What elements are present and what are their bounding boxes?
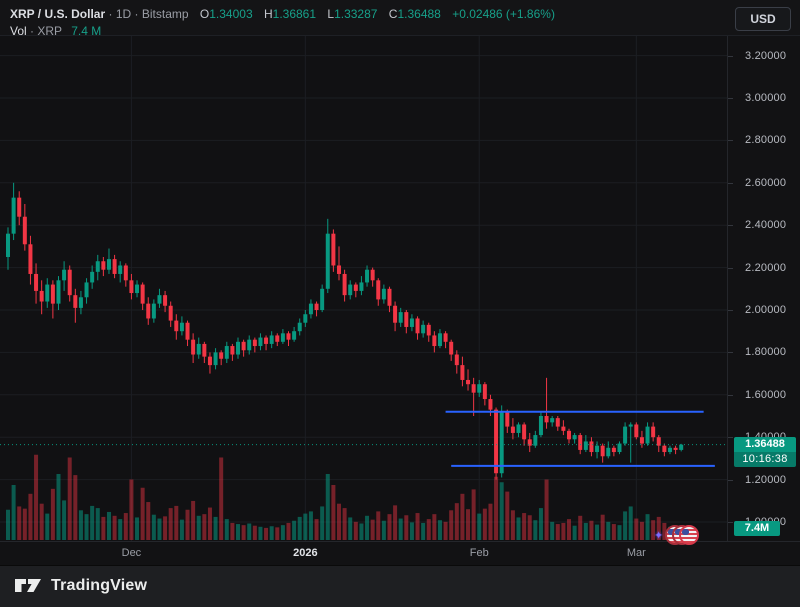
last-price-badge: 1.36488 10:16:38 <box>734 436 796 467</box>
currency-toggle-button[interactable]: USD <box>735 7 791 31</box>
close-value: 1.36488 <box>397 7 441 21</box>
tradingview-wordmark: TradingView <box>51 577 148 594</box>
price-axis-tick <box>728 352 733 354</box>
price-axis-tick <box>728 267 733 269</box>
price-axis-label: 3.20000 <box>745 49 787 62</box>
time-axis-label: Dec <box>121 547 142 559</box>
price-axis-label: 2.40000 <box>745 219 787 232</box>
time-axis-label: Mar <box>626 547 646 559</box>
price-axis-tick <box>728 522 733 523</box>
price-axis-tick <box>728 225 733 227</box>
separator-dot: · <box>30 24 35 38</box>
volume-indicator-label[interactable]: Vol <box>10 24 27 38</box>
candles <box>6 182 684 480</box>
tradingview-logo-icon <box>15 579 41 592</box>
price-axis-tick <box>728 310 733 311</box>
price-axis-label: 2.60000 <box>745 176 787 189</box>
price-axis-label: 1.20000 <box>745 473 787 486</box>
candlestick-plot[interactable] <box>0 0 727 541</box>
change-value: +0.02486 (+1.86%) <box>452 7 555 21</box>
price-axis-label: 1.80000 <box>745 346 787 359</box>
tradingview-logo[interactable]: TradingView <box>14 576 147 596</box>
price-axis-tick <box>728 98 733 99</box>
footer-bar: TradingView <box>0 565 800 607</box>
last-price-value: 1.36488 <box>734 436 796 452</box>
price-axis-tick <box>728 394 733 396</box>
symbol-title[interactable]: XRP / U.S. Dollar <box>10 7 106 21</box>
timeframe-label[interactable]: 1D <box>115 7 132 21</box>
time-axis[interactable]: Dec 2026 Feb Mar <box>0 541 800 566</box>
close-label: C <box>388 7 398 21</box>
price-axis-label: 2.00000 <box>745 304 787 316</box>
chart-legend: XRP / U.S. Dollar · 1D · Bitstamp O1.340… <box>10 6 555 39</box>
low-label: L <box>327 7 335 21</box>
price-axis-tick <box>728 479 733 481</box>
drawing-horizontal-rays[interactable] <box>445 410 715 467</box>
volume-bars <box>6 454 684 540</box>
us-flag-event-icon[interactable] <box>679 525 700 545</box>
sparkle-icon: ✦ <box>654 529 664 542</box>
open-label: O <box>199 7 210 21</box>
price-axis-label: 2.80000 <box>745 134 787 147</box>
symbol-legend-row[interactable]: XRP / U.S. Dollar · 1D · Bitstamp O1.340… <box>10 6 555 22</box>
low-value: 1.33287 <box>334 7 378 21</box>
top-bar <box>0 0 800 36</box>
high-value: 1.36861 <box>272 7 317 21</box>
volume-axis-badge: 7.4M <box>734 521 780 536</box>
volume-value: 7.4 M <box>71 24 102 38</box>
price-axis-tick <box>728 55 733 57</box>
event-marker-cluster[interactable]: ✦ <box>654 523 700 547</box>
open-value: 1.34003 <box>209 7 253 21</box>
price-axis[interactable]: 1.36488 10:16:38 7.4M 3.20000 3.00000 2.80… <box>727 0 800 541</box>
grid-lines <box>0 35 727 541</box>
price-axis-label: 1.60000 <box>745 388 787 401</box>
price-axis-tick <box>728 437 733 439</box>
price-axis-label: 3.00000 <box>745 92 787 104</box>
separator-dot: · <box>108 7 113 21</box>
bar-countdown: 10:16:38 <box>734 451 796 467</box>
separator-dot: · <box>134 7 139 21</box>
price-axis-tick <box>728 140 733 142</box>
time-axis-label: 2026 <box>293 547 318 559</box>
price-axis-label: 2.20000 <box>745 261 787 274</box>
price-axis-tick <box>728 182 733 184</box>
chart-canvas[interactable] <box>0 0 727 541</box>
time-axis-label: Feb <box>469 547 489 559</box>
high-label: H <box>263 7 273 21</box>
exchange-label: Bitstamp <box>141 7 189 21</box>
volume-legend-row[interactable]: Vol · XRP 7.4 M <box>10 23 555 39</box>
volume-symbol: XRP <box>37 24 62 38</box>
